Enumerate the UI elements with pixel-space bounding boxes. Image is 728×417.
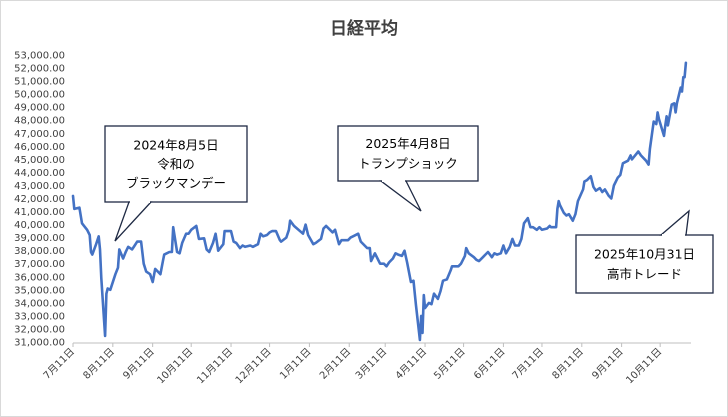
y-tick-label: 46,000.00 <box>14 142 65 153</box>
y-tick-label: 47,000.00 <box>14 129 65 140</box>
callout-box <box>337 125 479 182</box>
y-tick-label: 52,000.00 <box>14 64 65 75</box>
y-tick-label: 41,000.00 <box>14 207 65 218</box>
callout-pointer <box>114 201 153 242</box>
y-tick-label: 42,000.00 <box>14 194 65 205</box>
y-tick-label: 35,000.00 <box>14 285 65 296</box>
series-line <box>71 61 688 342</box>
x-tick-label: 10月11日 <box>624 346 665 387</box>
y-tick-label: 40,000.00 <box>14 220 65 231</box>
x-tick-label: 7月11日 <box>510 346 546 382</box>
x-tick-label: 10月11日 <box>155 346 196 387</box>
y-tick-label: 34,000.00 <box>14 298 65 309</box>
x-tick-label: 12月11日 <box>233 346 274 387</box>
callout-text: 2024年8月5日 <box>133 138 218 153</box>
y-tick-label: 51,000.00 <box>14 77 65 88</box>
y-tick-label: 36,000.00 <box>14 272 65 283</box>
x-tick-label: 6月11日 <box>471 346 507 382</box>
y-tick-label: 53,000.00 <box>14 51 65 62</box>
y-tick-label: 32,000.00 <box>14 324 65 335</box>
y-tick-label: 33,000.00 <box>14 311 65 322</box>
y-tick-label: 38,000.00 <box>14 246 65 257</box>
callout-text: 高市トレード <box>607 267 682 282</box>
x-tick-label: 8月11日 <box>550 346 586 382</box>
y-tick-label: 43,000.00 <box>14 181 65 192</box>
callout-pointer <box>659 209 690 236</box>
callout-text: ブラックマンデー <box>126 176 226 191</box>
callout-text: トランプショック <box>358 156 458 171</box>
x-tick-label: 4月11日 <box>393 346 429 382</box>
x-tick-label: 9月11日 <box>590 346 626 382</box>
y-tick-label: 49,000.00 <box>14 103 65 114</box>
callout-box <box>575 234 714 294</box>
y-axis: 31,000.00 32,000.00 33,000.00 34,000.00 35,0… <box>14 51 65 349</box>
x-tick-label: 9月11日 <box>121 346 157 382</box>
x-tick-label: 1月11日 <box>277 346 313 382</box>
y-tick-label: 50,000.00 <box>14 90 65 101</box>
callout-text: 2025年4月8日 <box>365 136 450 151</box>
x-tick-label: 7月11日 <box>41 346 77 382</box>
series-layer <box>71 61 688 342</box>
callout-pointer <box>379 180 422 212</box>
callout-text: 令和の <box>157 157 195 172</box>
callout-box <box>104 125 248 203</box>
x-tick-label: 11月11日 <box>195 346 236 387</box>
x-tick-label: 3月11日 <box>353 346 389 382</box>
y-tick-label: 37,000.00 <box>14 259 65 270</box>
callouts-layer: 2024年8月5日令和のブラックマンデー2025年4月8日トランプショック202… <box>104 125 714 294</box>
callout-text: 2025年10月31日 <box>594 247 695 262</box>
y-tick-label: 39,000.00 <box>14 233 65 244</box>
x-tick-label: 5月11日 <box>432 346 468 382</box>
y-tick-label: 45,000.00 <box>14 155 65 166</box>
y-tick-label: 44,000.00 <box>14 168 65 179</box>
y-tick-label: 31,000.00 <box>14 338 65 349</box>
chart-title: 日経平均 <box>330 18 398 39</box>
x-tick-label: 2月11日 <box>317 346 353 382</box>
y-tick-label: 48,000.00 <box>14 116 65 127</box>
x-tick-label: 8月11日 <box>81 346 117 382</box>
